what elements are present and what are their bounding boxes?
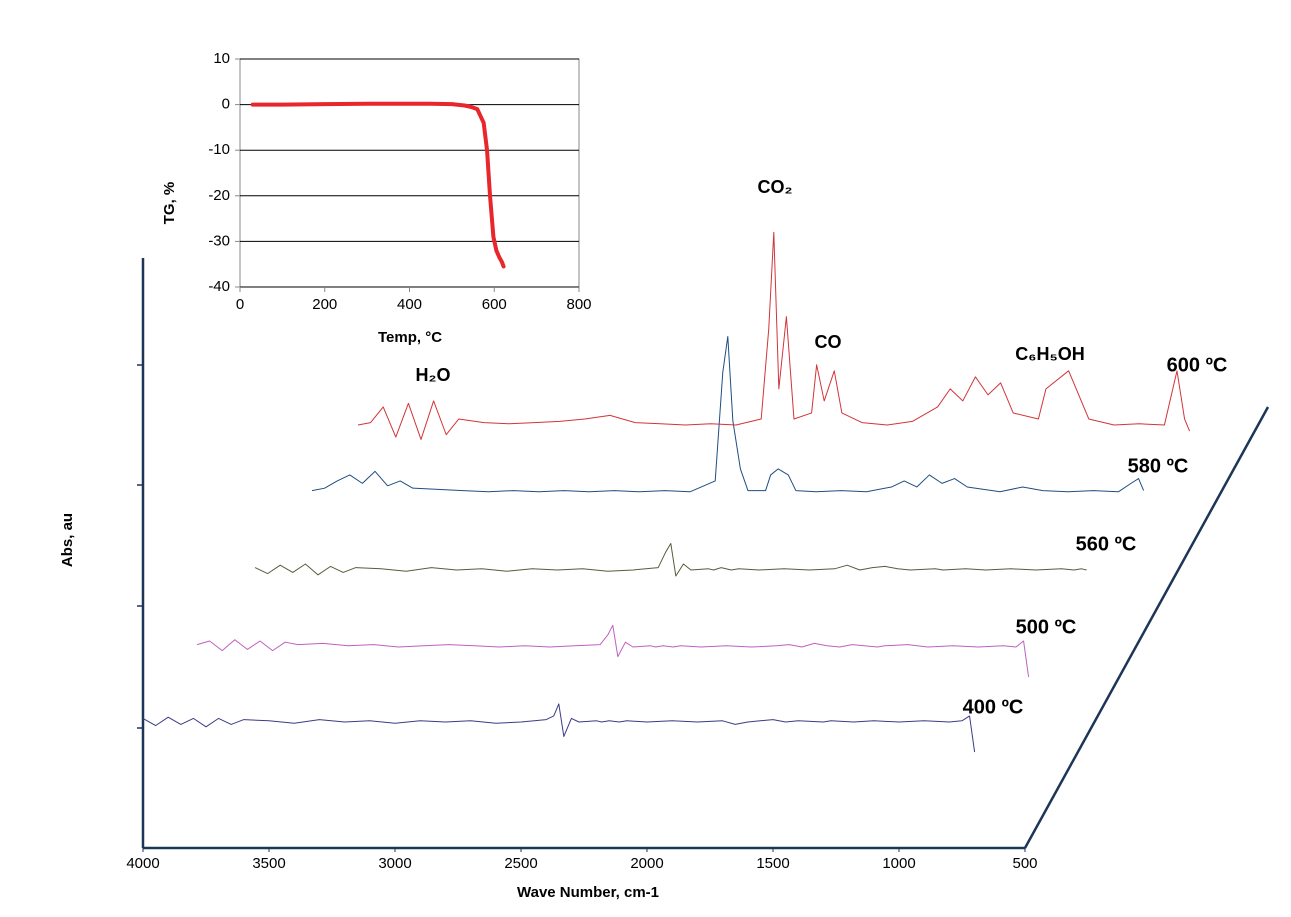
tg-curve — [250, 101, 506, 269]
spectrum — [196, 624, 1030, 678]
y-tick-label: -40 — [208, 278, 230, 295]
series-label: 600 ºC — [1167, 354, 1228, 376]
x-tick-label: 500 — [1012, 855, 1037, 872]
x-tick-label: 1000 — [882, 855, 915, 872]
spectrum — [142, 703, 976, 753]
x-tick-label: 200 — [312, 296, 337, 313]
y-tick-label: -20 — [208, 187, 230, 204]
x-tick-label: 800 — [566, 296, 591, 313]
series-label: 500 ºC — [1016, 616, 1077, 638]
inset-frame — [239, 58, 580, 288]
annotation: H₂O — [416, 365, 451, 385]
x-tick-label: 1500 — [756, 855, 789, 872]
annotation: CO — [815, 332, 842, 352]
annotation: C₆H₅OH — [1015, 344, 1084, 364]
x-tick-label: 400 — [397, 296, 422, 313]
x-axis-label: Wave Number, cm-1 — [517, 884, 659, 901]
x-tick-label: 3000 — [378, 855, 411, 872]
abs-axis-ticks — [137, 364, 143, 729]
y-tick-label: -30 — [208, 232, 230, 249]
y-tick-label: 0 — [222, 96, 230, 113]
x-tick-label: 600 — [482, 296, 507, 313]
spectrum — [357, 231, 1191, 440]
y-tick-label: -10 — [208, 141, 230, 158]
x-tick-label: 0 — [236, 296, 244, 313]
x-tick-label: 3500 — [252, 855, 285, 872]
inset-y-label: TG, % — [161, 182, 178, 225]
x-tick-label: 2000 — [630, 855, 663, 872]
series-label: 560 ºC — [1076, 533, 1137, 555]
inset-x-label: Temp, °C — [378, 329, 442, 346]
annotation: CO₂ — [758, 177, 793, 197]
spectrum — [254, 543, 1087, 577]
x-tick-label: 2500 — [504, 855, 537, 872]
y-tick-label: 10 — [213, 50, 230, 67]
y-axis-label: Abs, au — [59, 513, 76, 567]
series-label: 400 ºC — [963, 696, 1024, 718]
depth-axis — [1023, 406, 1270, 849]
spectrum — [311, 335, 1145, 493]
x-tick-label: 4000 — [126, 855, 159, 872]
series-label: 580 ºC — [1128, 455, 1189, 477]
